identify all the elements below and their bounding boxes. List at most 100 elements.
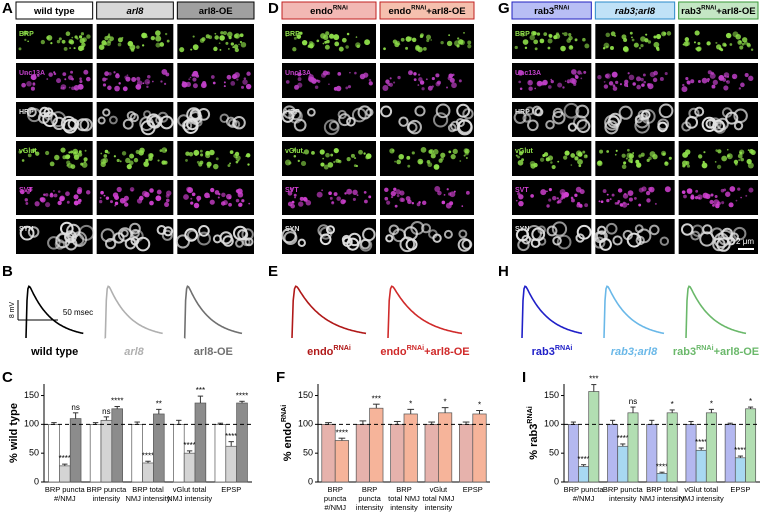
punctum: [632, 82, 636, 86]
punctum: [230, 81, 236, 86]
punctum: [718, 74, 725, 81]
punctum: [518, 194, 524, 200]
punctum: [236, 78, 239, 81]
punctum: [593, 236, 606, 249]
punctum: [107, 39, 112, 44]
punctum: [188, 111, 203, 125]
punctum: [186, 107, 202, 123]
punctum: [448, 150, 452, 154]
trace-label: endoRNAi+arl8-OE: [380, 344, 469, 358]
punctum: [602, 189, 607, 193]
punctum: [345, 45, 349, 49]
punctum: [583, 70, 587, 74]
punctum: [102, 83, 107, 87]
punctum: [324, 40, 328, 44]
punctum: [398, 153, 404, 160]
label-part: wild type: [30, 346, 78, 358]
punctum: [74, 151, 77, 154]
punctum: [179, 47, 185, 53]
label-part: arl8: [127, 6, 145, 17]
punctum: [62, 118, 78, 134]
punctum: [238, 202, 243, 207]
punctum: [725, 191, 731, 197]
punctum: [335, 85, 342, 92]
punctum: [338, 113, 352, 127]
bar: [173, 424, 185, 483]
punctum: [411, 151, 415, 155]
punctum: [205, 150, 210, 156]
significance: ns: [71, 403, 79, 412]
bar: [48, 424, 60, 483]
label-part: wild type: [33, 6, 75, 17]
punctum: [163, 226, 174, 237]
punctum: [557, 160, 560, 163]
punctum: [362, 227, 376, 242]
punctum: [198, 162, 203, 167]
punctum: [175, 234, 190, 249]
punctum: [185, 159, 188, 162]
punctum: [682, 151, 689, 158]
channel-label: SVT: [515, 187, 529, 194]
punctum: [117, 42, 122, 47]
header-box: [281, 1, 377, 20]
punctum: [557, 199, 562, 204]
punctum: [241, 228, 254, 241]
punctum: [611, 71, 618, 78]
punctum: [421, 200, 427, 206]
punctum: [293, 155, 297, 158]
bar: [705, 412, 717, 483]
micrograph: [678, 141, 758, 176]
x-tick-label: #/NMJ: [54, 494, 76, 503]
punctum: [739, 45, 744, 50]
punctum: [522, 113, 532, 123]
punctum: [660, 150, 667, 156]
significance: *: [409, 399, 412, 408]
punctum: [714, 195, 718, 198]
punctum: [215, 157, 219, 161]
punctum: [448, 34, 451, 37]
punctum: [103, 42, 108, 46]
channel-label: SVT: [19, 187, 33, 194]
punctum: [245, 153, 251, 158]
punctum: [710, 193, 714, 197]
punctum: [686, 188, 693, 194]
punctum: [76, 37, 79, 40]
punctum: [411, 202, 415, 205]
label-part: rab3: [681, 6, 701, 17]
punctum: [408, 70, 413, 76]
channel-label: SVT: [285, 187, 299, 194]
punctum: [189, 76, 192, 79]
punctum: [159, 149, 163, 153]
punctum: [646, 198, 651, 203]
punctum: [706, 78, 710, 81]
punctum: [527, 79, 533, 86]
bar: [142, 462, 154, 483]
punctum: [222, 235, 234, 247]
punctum: [580, 77, 583, 80]
punctum: [297, 77, 302, 82]
punctum: [135, 236, 151, 252]
significance: *: [444, 398, 447, 407]
bar: [734, 457, 746, 483]
punctum: [208, 196, 210, 198]
punctum: [467, 40, 472, 45]
punctum: [124, 202, 129, 207]
punctum: [164, 32, 168, 36]
punctum: [186, 229, 199, 241]
punctum: [345, 86, 349, 90]
punctum: [710, 71, 714, 75]
superscript: RNAi: [701, 4, 716, 11]
epsp-trace: [25, 285, 84, 339]
punctum: [423, 46, 427, 51]
trace-label: rab3RNAi+arl8-OE: [673, 344, 759, 358]
punctum: [686, 80, 691, 85]
x-tick-label: BRP: [362, 485, 377, 494]
micrograph: [380, 141, 474, 176]
punctum: [543, 152, 549, 157]
punctum: [383, 47, 386, 51]
punctum: [738, 159, 741, 162]
punctum: [636, 76, 641, 82]
punctum: [527, 119, 539, 132]
punctum: [388, 82, 394, 87]
punctum: [352, 197, 356, 201]
